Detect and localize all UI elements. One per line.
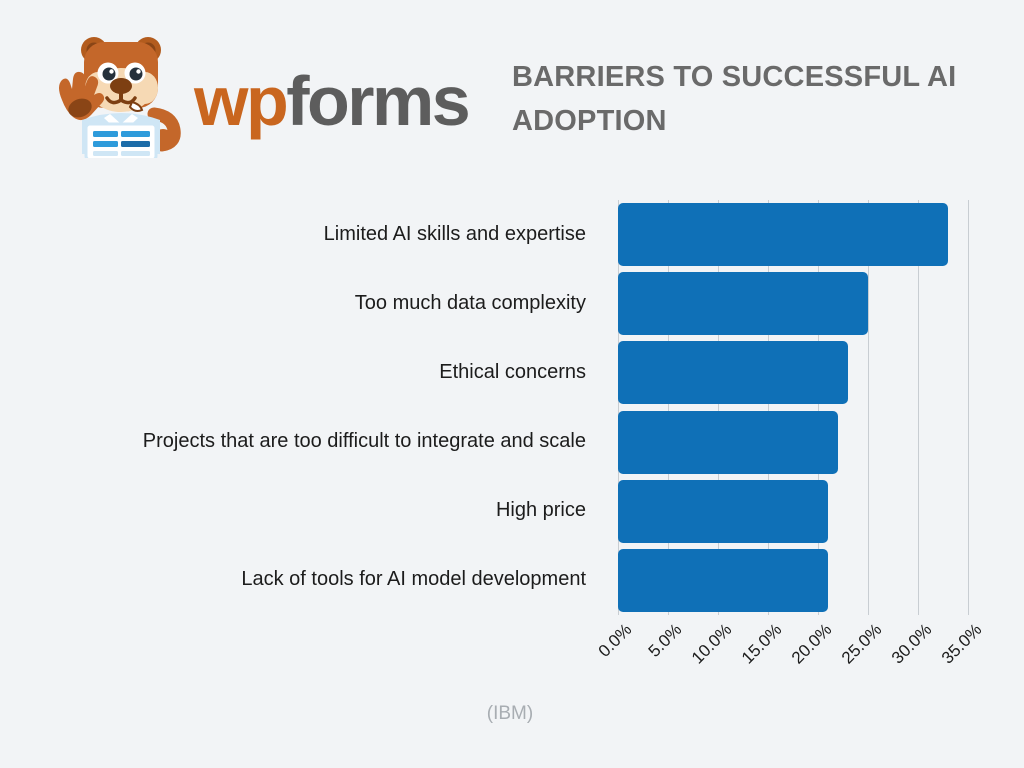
bar-series <box>618 200 998 615</box>
source-attribution: (IBM) <box>0 703 1024 725</box>
page-title: BARRIERS TO SUCCESSFUL AI ADOPTION <box>512 61 957 138</box>
bar-row[interactable] <box>618 272 868 336</box>
gridline-35 <box>968 200 969 615</box>
gridline-20 <box>818 200 819 615</box>
category-label: Lack of tools for AI model development <box>241 568 586 591</box>
gridline-30 <box>918 200 919 615</box>
category-label: Too much data complexity <box>354 291 586 314</box>
gridline-0 <box>618 200 619 615</box>
bar-row[interactable] <box>618 548 828 612</box>
bar-row[interactable] <box>618 410 838 474</box>
header-banner: wpforms BARRIERS TO SUCCESSFUL AI ADOPTI… <box>0 0 1024 180</box>
bar[interactable] <box>618 548 828 612</box>
bar[interactable] <box>618 410 838 474</box>
bar[interactable] <box>618 203 948 267</box>
bar-row[interactable] <box>618 479 828 543</box>
bar-row[interactable] <box>618 203 948 267</box>
bar[interactable] <box>618 479 828 543</box>
bar[interactable] <box>618 341 848 405</box>
gridline-25 <box>868 200 869 615</box>
wordmark-wp: wp <box>194 62 289 140</box>
wpforms-logo: wpforms <box>42 28 471 158</box>
wpforms-wordmark: wpforms <box>194 66 471 136</box>
bear-mascot-icon <box>59 37 181 158</box>
category-label: High price <box>495 499 586 522</box>
bar[interactable] <box>618 272 868 336</box>
value-axis: 0.0% 5.0% 10.0% 15.0% 20.0% 25.0% 30.0% 35.0% <box>595 620 1018 690</box>
category-axis: Limited AI skills and expertise Too much … <box>0 200 602 615</box>
gridline-5 <box>668 200 669 615</box>
bar-row[interactable] <box>618 341 848 405</box>
category-label: Limited AI skills and expertise <box>323 222 586 245</box>
wordmark-forms: forms <box>286 62 470 140</box>
source-label: (IBM) <box>486 703 534 724</box>
gridline-15 <box>768 200 769 615</box>
category-label: Ethical concerns <box>439 360 586 383</box>
category-label: Projects that are too difficult to integ… <box>142 430 586 453</box>
plot-area <box>618 200 969 615</box>
gridline-10 <box>718 200 719 615</box>
